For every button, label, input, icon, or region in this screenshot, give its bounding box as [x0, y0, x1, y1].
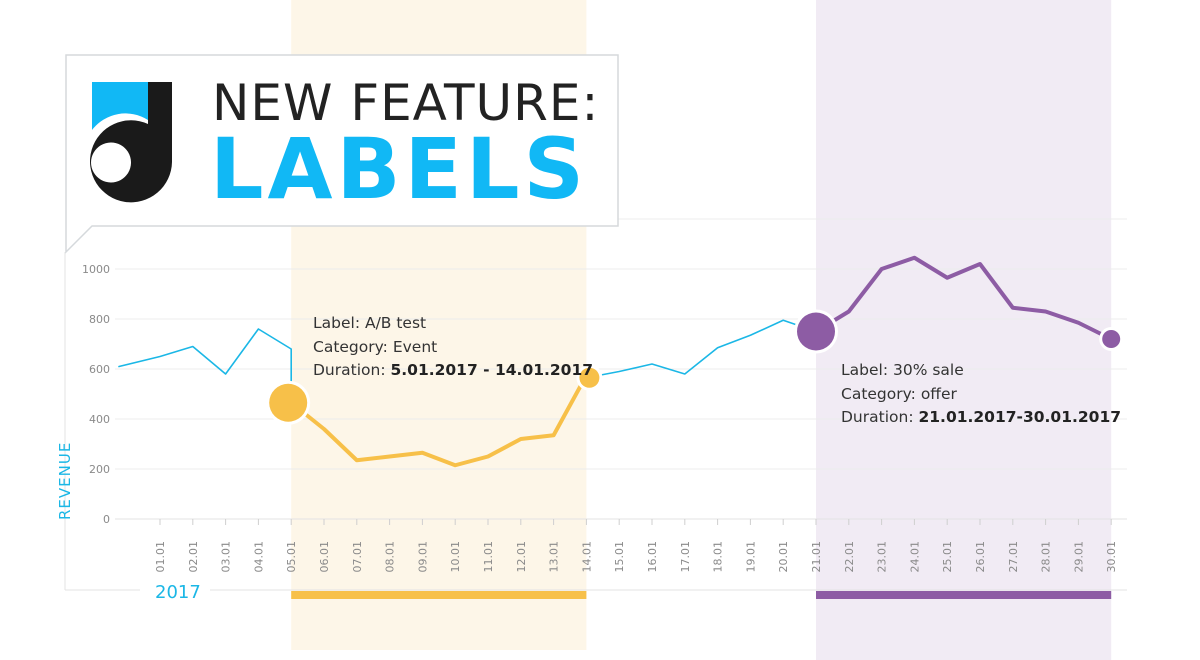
x-tick-label: 15.01 — [613, 541, 626, 573]
axes — [64, 252, 1127, 591]
annotation-label-line: Label: 30% sale — [841, 361, 964, 379]
label-band — [816, 0, 1112, 660]
duration-bar — [816, 591, 1112, 599]
annotation-label-line: Label: A/B test — [313, 314, 426, 332]
annotation-duration-line: Duration: 21.01.2017-30.01.2017 — [841, 408, 1121, 426]
annotation-duration-line: Duration: 5.01.2017 - 14.01.2017 — [313, 361, 593, 379]
duration-bar — [291, 591, 587, 599]
x-tick-label: 21.01 — [810, 541, 823, 573]
x-tick-label: 09.01 — [416, 541, 429, 573]
x-tick-label: 12.01 — [515, 541, 528, 573]
y-tick-label: 200 — [89, 463, 110, 476]
x-tick-label: 14.01 — [580, 541, 593, 573]
x-tick-label: 26.01 — [974, 541, 987, 573]
x-tick-label: 01.01 — [154, 541, 167, 573]
x-ticks: 01.01 02.01 03.01 04.01 05.01 06.01 07.01 08.01… — [154, 519, 1118, 573]
annotation-sale: Label: 30% sale Category: offer Duration… — [841, 361, 1121, 426]
callout-box — [65, 54, 619, 254]
x-tick-label: 07.01 — [351, 541, 364, 573]
x-tick-label: 16.01 — [646, 541, 659, 573]
label-end-marker — [579, 367, 600, 388]
y-tick-label: 1000 — [82, 263, 110, 276]
x-tick-label: 25.01 — [941, 541, 954, 573]
duration-bars — [291, 591, 1112, 599]
x-tick-label: 04.01 — [252, 541, 265, 573]
label-markers — [266, 309, 1124, 425]
x-tick-label: 17.01 — [679, 541, 692, 573]
y-tick-label: 400 — [89, 413, 110, 426]
series-lines — [118, 255, 1114, 468]
x-tick-label: 13.01 — [548, 541, 561, 573]
title-callout: NEW FEATURE: LABELS — [65, 54, 619, 254]
x-tick-label: 06.01 — [318, 541, 331, 573]
series-line — [585, 319, 817, 379]
x-tick-label: 08.01 — [384, 541, 397, 573]
label-start-marker — [269, 383, 308, 422]
x-tick-label: 23.01 — [876, 541, 889, 573]
label-start-marker — [797, 312, 835, 351]
x-tick-label: 10.01 — [449, 541, 462, 573]
annotation-category-line: Category: Event — [313, 338, 437, 356]
series-line — [814, 255, 1114, 341]
x-tick-label: 11.01 — [482, 541, 495, 573]
x-tick-label: 02.01 — [187, 541, 200, 573]
x-tick-label: 22.01 — [843, 541, 856, 573]
year-label: 2017 — [155, 582, 201, 603]
x-tick-label: 30.01 — [1105, 541, 1118, 573]
year-label-bg — [140, 580, 210, 604]
annotation-ab-test: Label: A/B test Category: Event Duration… — [313, 314, 593, 379]
x-tick-label: 19.01 — [744, 541, 757, 573]
y-ticks: 0 200 400 600 800 1000 — [82, 263, 110, 526]
x-tick-label: 05.01 — [285, 541, 298, 573]
x-tick-label: 29.01 — [1072, 541, 1085, 573]
series-line — [289, 373, 589, 468]
x-tick-label: 28.01 — [1040, 541, 1053, 573]
x-tick-label: 24.01 — [908, 541, 921, 573]
x-tick-label: 20.01 — [777, 541, 790, 573]
annotation-category-line: Category: offer — [841, 385, 958, 403]
title: NEW FEATURE: — [212, 74, 599, 132]
y-tick-label: 800 — [89, 313, 110, 326]
series-line — [118, 328, 293, 404]
x-tick-label: 27.01 — [1007, 541, 1020, 573]
label-end-marker — [1102, 330, 1121, 348]
y-tick-label: 0 — [103, 513, 110, 526]
y-tick-label: 600 — [89, 363, 110, 376]
y-axis-label: REVENUE — [56, 442, 74, 520]
d-logo-icon — [90, 82, 172, 203]
x-tick-label: 18.01 — [712, 541, 725, 573]
subtitle: LABELS — [210, 120, 588, 218]
x-tick-label: 03.01 — [220, 541, 233, 573]
